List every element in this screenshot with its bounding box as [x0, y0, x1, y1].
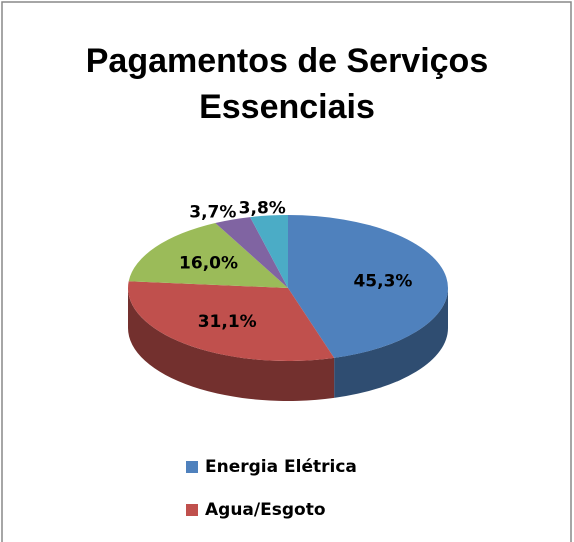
data-label: 16,0%: [179, 253, 238, 273]
pie-side: [128, 288, 335, 401]
legend-swatch: [186, 461, 198, 473]
pie-slice: [215, 217, 288, 288]
pie-slice: [250, 215, 288, 288]
data-label: 45,3%: [353, 272, 412, 292]
data-label: 3,8%: [239, 198, 286, 218]
pie-side: [334, 288, 448, 398]
pie-slice: [127, 281, 335, 362]
data-label: 3,7%: [189, 203, 236, 223]
chart-title: Pagamentos de Serviços Essenciais: [85, 42, 489, 126]
pie-slice: [128, 222, 288, 288]
data-label: 31,1%: [198, 312, 257, 332]
legend-label: Energia Elétrica: [205, 457, 357, 477]
pie-slice: [288, 215, 448, 358]
legend-label: Agua/Esgoto: [205, 500, 326, 520]
legend-swatch: [186, 504, 198, 516]
